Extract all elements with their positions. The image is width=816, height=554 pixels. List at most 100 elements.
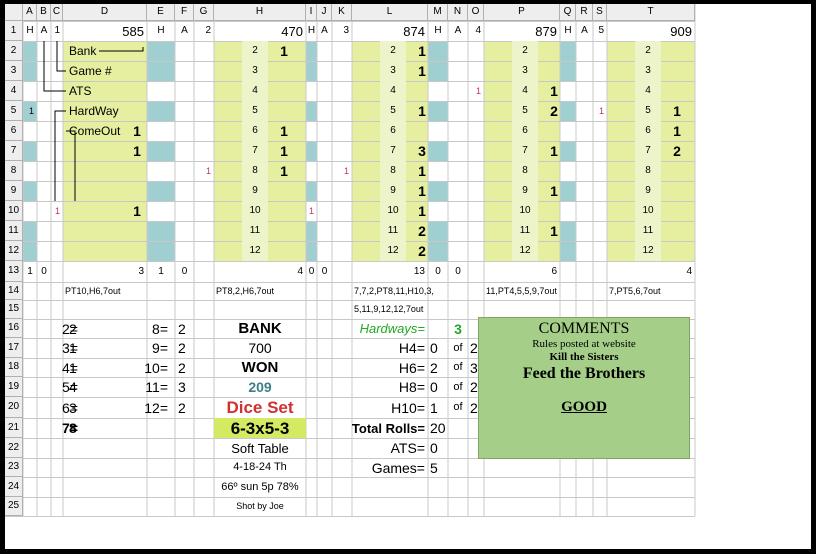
game-h-label[interactable]: H bbox=[307, 25, 316, 36]
shooter[interactable]: Shot by Joe bbox=[236, 501, 284, 511]
roll-count-label[interactable]: 6= bbox=[62, 399, 78, 416]
roll-count-label[interactable]: 11= bbox=[145, 379, 168, 395]
point-label[interactable]: 11 bbox=[512, 221, 538, 241]
data-cell[interactable] bbox=[63, 101, 147, 121]
roll-count-value[interactable]: 3 bbox=[69, 399, 77, 416]
roll-sequence[interactable]: PT10,H6,7out bbox=[65, 285, 121, 296]
point-label[interactable]: 5 bbox=[380, 101, 406, 121]
data-cell[interactable] bbox=[63, 61, 147, 81]
column-header-N[interactable]: N bbox=[448, 4, 468, 21]
point-label[interactable]: 11 bbox=[380, 221, 406, 241]
hardway-mark[interactable]: 1 bbox=[308, 205, 314, 216]
roll-count-value[interactable]: 4 bbox=[69, 379, 77, 395]
roll-count[interactable]: 1 bbox=[550, 223, 558, 239]
hardway-made[interactable]: 1 bbox=[430, 399, 438, 416]
roll-count[interactable]: 2 bbox=[550, 103, 558, 119]
roll-count[interactable]: 1 bbox=[673, 103, 681, 119]
total-a[interactable]: 0 bbox=[181, 265, 188, 277]
row-header-6[interactable]: 6 bbox=[5, 121, 23, 141]
teal-cell[interactable] bbox=[560, 101, 576, 121]
roll-count-value[interactable]: 1 bbox=[69, 340, 77, 356]
point-label[interactable]: 9 bbox=[512, 181, 538, 201]
roll-count[interactable]: 2 bbox=[418, 223, 426, 239]
point-label[interactable]: 6 bbox=[242, 121, 268, 141]
row-header-22[interactable]: 22 bbox=[5, 438, 23, 458]
teal-cell[interactable] bbox=[428, 221, 448, 241]
ats-mark[interactable]: 1 bbox=[54, 205, 60, 216]
roll-count[interactable]: 1 bbox=[550, 183, 558, 199]
roll-count-label[interactable]: 2= bbox=[62, 320, 78, 337]
teal-cell[interactable] bbox=[147, 101, 175, 121]
point-label[interactable]: 8 bbox=[635, 161, 661, 181]
roll-count[interactable]: 3 bbox=[418, 143, 426, 159]
roll-count-value[interactable]: 2 bbox=[69, 320, 77, 337]
teal-cell[interactable] bbox=[23, 241, 37, 261]
teal-cell[interactable] bbox=[560, 241, 576, 261]
game-h-label[interactable]: H bbox=[564, 25, 572, 36]
game-number[interactable]: 1 bbox=[54, 25, 60, 36]
bank-amount[interactable]: 700 bbox=[248, 340, 272, 356]
roll-count[interactable]: 1 bbox=[133, 203, 141, 219]
roll-count-value[interactable]: 8 bbox=[69, 420, 77, 436]
total-h[interactable]: 1 bbox=[158, 265, 164, 277]
roll-count[interactable]: 1 bbox=[280, 143, 288, 159]
game-number[interactable]: 4 bbox=[475, 25, 481, 36]
row-header-15[interactable]: 15 bbox=[5, 300, 23, 319]
point-label[interactable]: 2 bbox=[242, 41, 268, 61]
column-header-B[interactable]: B bbox=[37, 4, 51, 21]
point-label[interactable]: 8 bbox=[512, 161, 538, 181]
hardway-label[interactable]: H10= bbox=[391, 399, 425, 416]
column-header-E[interactable]: E bbox=[147, 4, 175, 21]
comeout-mark[interactable]: 1 bbox=[598, 105, 604, 116]
teal-cell[interactable] bbox=[147, 141, 175, 161]
point-label[interactable]: 3 bbox=[512, 61, 538, 81]
point-label[interactable]: 12 bbox=[380, 241, 406, 261]
row-header-10[interactable]: 10 bbox=[5, 201, 23, 221]
teal-cell[interactable] bbox=[560, 141, 576, 161]
point-label[interactable]: 4 bbox=[380, 81, 406, 101]
point-label[interactable]: 10 bbox=[380, 201, 406, 221]
column-header-J[interactable]: J bbox=[317, 4, 332, 21]
weather[interactable]: 66º sun 5p 78% bbox=[221, 480, 299, 493]
teal-cell[interactable] bbox=[306, 241, 317, 261]
row-header-16[interactable]: 16 bbox=[5, 319, 23, 338]
teal-cell[interactable] bbox=[306, 141, 317, 161]
roll-count[interactable]: 1 bbox=[418, 163, 426, 179]
total-label[interactable]: Games= bbox=[371, 459, 425, 476]
point-label[interactable]: 11 bbox=[242, 221, 268, 241]
point-label[interactable]: 5 bbox=[635, 101, 661, 121]
total-value[interactable]: 0 bbox=[430, 440, 438, 456]
point-label[interactable]: 9 bbox=[242, 181, 268, 201]
bank-value[interactable]: 879 bbox=[535, 23, 557, 39]
roll-sequence[interactable]: 7,PT5,6,7out bbox=[609, 285, 661, 296]
roll-count-label[interactable]: 7= bbox=[62, 420, 78, 436]
point-label[interactable]: 11 bbox=[635, 221, 661, 241]
roll-count-value[interactable]: 2 bbox=[178, 359, 186, 376]
roll-count-label[interactable]: 4= bbox=[62, 359, 78, 376]
hardway-made[interactable]: 0 bbox=[430, 340, 438, 356]
roll-count-value[interactable]: 2 bbox=[178, 399, 186, 416]
roll-count[interactable]: 1 bbox=[418, 103, 426, 119]
game-number[interactable]: 3 bbox=[343, 25, 349, 36]
point-label[interactable]: 3 bbox=[242, 61, 268, 81]
total-h[interactable]: 1 bbox=[27, 265, 33, 277]
point-label[interactable]: 4 bbox=[635, 81, 661, 101]
column-header-T[interactable]: T bbox=[607, 4, 695, 21]
column-header-C[interactable]: C bbox=[51, 4, 63, 21]
won-amount[interactable]: 209 bbox=[248, 379, 272, 395]
roll-count-label[interactable]: 5= bbox=[62, 379, 78, 395]
row-header-3[interactable]: 3 bbox=[5, 61, 23, 81]
point-label[interactable]: 10 bbox=[635, 201, 661, 221]
total-h[interactable]: 0 bbox=[435, 265, 441, 277]
total-a[interactable]: 0 bbox=[321, 265, 328, 277]
point-label[interactable]: 8 bbox=[242, 161, 268, 181]
teal-cell[interactable] bbox=[23, 61, 37, 81]
game-number[interactable]: 2 bbox=[205, 25, 211, 36]
column-header-R[interactable]: R bbox=[576, 4, 593, 21]
row-header-19[interactable]: 19 bbox=[5, 377, 23, 397]
roll-sequence[interactable]: 11,PT4,5,5,9,7out bbox=[486, 285, 557, 296]
column-header-D[interactable]: D bbox=[63, 4, 147, 21]
teal-cell[interactable] bbox=[428, 41, 448, 61]
bank-label[interactable]: BANK bbox=[238, 320, 282, 337]
total-count[interactable]: 4 bbox=[297, 265, 303, 277]
